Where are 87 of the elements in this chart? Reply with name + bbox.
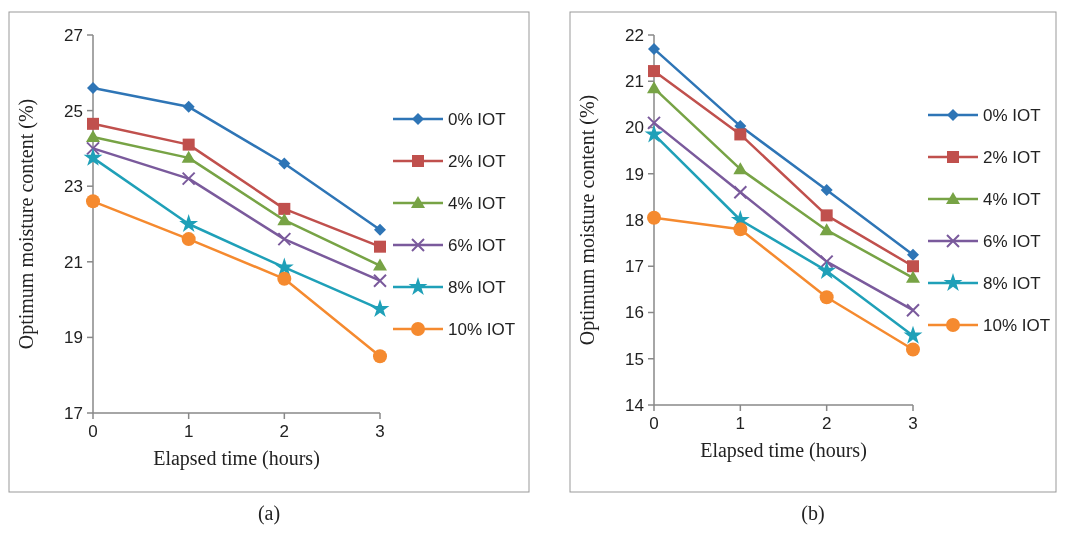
x-tick-label: 0 — [88, 422, 98, 441]
point — [648, 65, 660, 78]
point — [647, 210, 661, 225]
point — [903, 325, 923, 344]
point — [370, 299, 390, 318]
point — [819, 290, 834, 305]
y-axis-title: Optimum moisture content (%) — [15, 98, 38, 350]
point — [277, 271, 292, 286]
x-tick-label: 2 — [821, 414, 832, 433]
y-tick-label: 21 — [625, 72, 644, 92]
point — [819, 254, 834, 269]
y-tick-label: 19 — [64, 328, 83, 348]
point — [87, 117, 99, 130]
point — [647, 115, 661, 130]
legend-label: 4% IOT — [448, 193, 506, 213]
point — [181, 171, 196, 186]
legend-label: 4% IOT — [983, 189, 1041, 209]
legend-label: 2% IOT — [448, 151, 506, 171]
point — [734, 128, 747, 141]
point — [906, 303, 920, 318]
point — [644, 124, 664, 143]
point — [182, 100, 195, 113]
x-tick-label: 3 — [908, 414, 918, 433]
y-tick-label: 27 — [64, 25, 83, 45]
legend-label: 6% IOT — [448, 235, 506, 255]
y-tick-label: 25 — [64, 101, 83, 121]
x-axis-title: Elapsed time (hours) — [153, 447, 320, 470]
legend-label: 10% IOT — [448, 319, 516, 339]
point — [179, 214, 199, 233]
y-tick-label: 21 — [64, 252, 83, 272]
point — [374, 223, 386, 236]
point — [86, 141, 100, 156]
point — [820, 209, 833, 222]
y-tick-label: 18 — [625, 210, 644, 230]
x-tick-label: 2 — [279, 422, 290, 441]
point — [733, 162, 748, 175]
point — [373, 349, 387, 364]
point — [83, 147, 103, 166]
y-tick-label: 14 — [625, 395, 644, 415]
point — [817, 260, 837, 279]
point — [373, 258, 387, 271]
point — [907, 260, 919, 273]
x-tick-label: 3 — [375, 422, 385, 441]
point — [906, 270, 920, 283]
y-tick-label: 17 — [625, 257, 644, 277]
x-tick-label: 1 — [183, 422, 194, 441]
y-tick-label: 15 — [625, 349, 644, 369]
y-tick-label: 17 — [64, 403, 83, 423]
point — [86, 130, 100, 143]
x-tick-label: 0 — [649, 414, 659, 433]
point — [181, 232, 196, 247]
point — [820, 183, 833, 196]
text: (b) — [801, 502, 825, 525]
text: (a) — [257, 502, 281, 525]
point — [274, 257, 294, 276]
y-axis-title: Optimum moisture content (%) — [576, 94, 599, 346]
point — [277, 213, 292, 226]
legend-label: 0% IOT — [448, 109, 506, 129]
legend-label: 2% IOT — [983, 147, 1041, 167]
legend-label: 8% IOT — [983, 273, 1041, 293]
point — [648, 42, 660, 55]
point — [181, 150, 196, 163]
point — [733, 185, 748, 200]
legend-label: 0% IOT — [983, 105, 1041, 125]
x-tick-label: 1 — [735, 414, 746, 433]
y-tick-label: 16 — [625, 303, 644, 323]
legend-label: 6% IOT — [983, 231, 1041, 251]
point — [733, 222, 748, 237]
y-tick-label: 22 — [625, 25, 644, 45]
point — [278, 157, 291, 170]
legend-label: 10% IOT — [983, 315, 1051, 335]
x-axis-title: Elapsed time (hours) — [700, 439, 867, 462]
point — [278, 202, 291, 215]
legend-label: 8% IOT — [448, 277, 506, 297]
point — [373, 273, 387, 288]
point — [906, 342, 920, 357]
point — [907, 248, 919, 261]
point — [87, 81, 99, 94]
point — [819, 223, 834, 236]
y-tick-label: 20 — [625, 118, 644, 138]
y-tick-label: 19 — [625, 164, 644, 184]
point — [374, 240, 386, 253]
point — [647, 81, 661, 94]
point — [182, 138, 195, 151]
y-tick-label: 23 — [64, 177, 83, 197]
point — [277, 232, 292, 247]
point — [86, 194, 100, 209]
